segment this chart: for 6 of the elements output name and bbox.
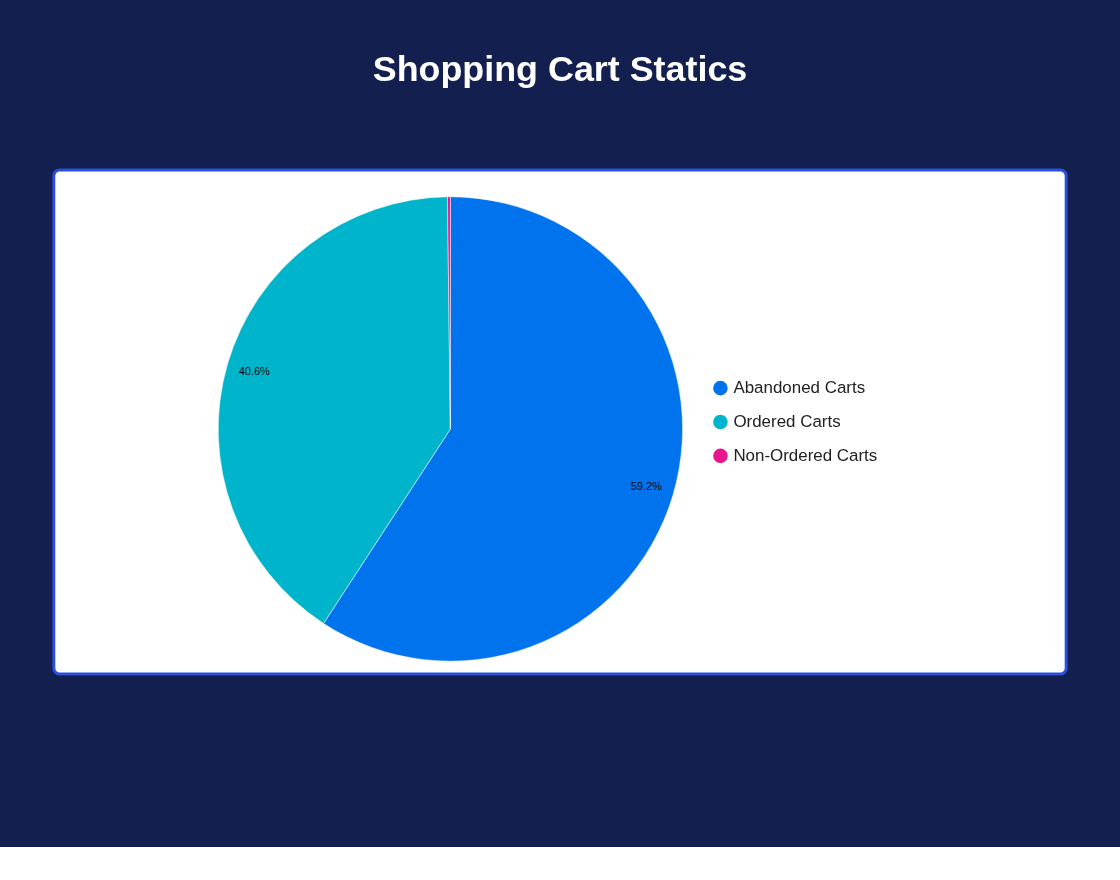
legend-label: Non-Ordered Carts [733, 445, 878, 465]
chart-title: Shopping Cart Statics [372, 48, 748, 89]
legend-label: Ordered Carts [733, 411, 841, 431]
data-label: 40.6% [238, 364, 270, 377]
legend-label: Abandoned Carts [733, 378, 866, 398]
data-label: 59.2% [630, 480, 663, 493]
